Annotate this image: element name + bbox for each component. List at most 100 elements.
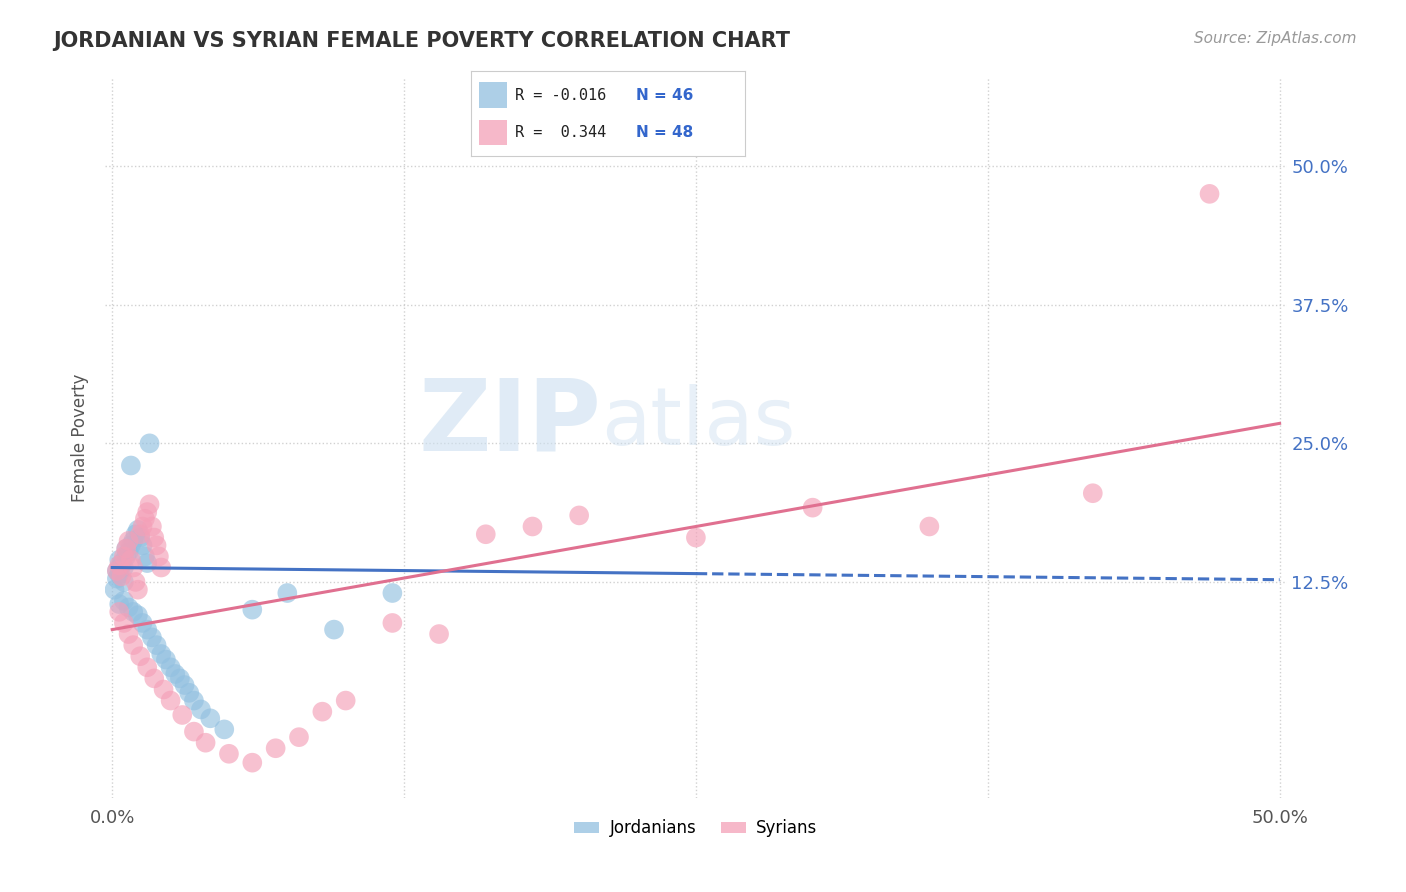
Point: [200, 711, 222, 725]
Point: [112, 574, 135, 589]
Point: [148, 549, 170, 564]
Bar: [479, 120, 506, 145]
Point: [169, 672, 191, 686]
Point: [145, 538, 167, 552]
Point: [131, 538, 153, 552]
Point: [474, 527, 496, 541]
Point: [105, 564, 128, 578]
Point: [131, 519, 153, 533]
Point: [129, 531, 152, 545]
Point: [120, 553, 142, 567]
Point: [685, 531, 707, 545]
Point: [103, 582, 125, 597]
Point: [127, 608, 149, 623]
Point: [381, 586, 404, 600]
Point: [136, 505, 159, 519]
Point: [276, 586, 298, 600]
Point: [150, 647, 173, 661]
Point: [159, 660, 181, 674]
Point: [218, 747, 240, 761]
Point: [141, 519, 163, 533]
Point: [112, 549, 135, 564]
Point: [110, 556, 132, 570]
Y-axis label: Female Poverty: Female Poverty: [72, 374, 89, 502]
Point: [136, 623, 159, 637]
Text: R = -0.016: R = -0.016: [515, 87, 606, 103]
Point: [335, 693, 357, 707]
Point: [311, 705, 333, 719]
Point: [131, 615, 153, 630]
Point: [568, 508, 591, 523]
Point: [112, 594, 135, 608]
Point: [172, 708, 194, 723]
Point: [159, 693, 181, 707]
Text: JORDANIAN VS SYRIAN FEMALE POVERTY CORRELATION CHART: JORDANIAN VS SYRIAN FEMALE POVERTY CORRE…: [53, 31, 790, 51]
Point: [240, 756, 263, 770]
Point: [134, 512, 156, 526]
Point: [120, 538, 142, 552]
Point: [143, 672, 166, 686]
Point: [141, 631, 163, 645]
Point: [117, 600, 139, 615]
Point: [129, 649, 152, 664]
Text: ZIP: ZIP: [419, 375, 602, 472]
Point: [1198, 186, 1220, 201]
Text: N = 46: N = 46: [636, 87, 693, 103]
Point: [801, 500, 824, 515]
Point: [108, 567, 131, 582]
Bar: [479, 82, 506, 108]
Legend: Jordanians, Syrians: Jordanians, Syrians: [568, 813, 824, 844]
Point: [155, 652, 177, 666]
Text: N = 48: N = 48: [636, 125, 693, 140]
Point: [427, 627, 450, 641]
Point: [194, 736, 217, 750]
Point: [122, 605, 145, 619]
Point: [108, 597, 131, 611]
Point: [122, 560, 145, 574]
Point: [165, 667, 187, 681]
Point: [112, 560, 135, 574]
Point: [240, 602, 263, 616]
Point: [152, 682, 174, 697]
Point: [110, 558, 132, 573]
Point: [918, 519, 941, 533]
Point: [214, 723, 236, 737]
Point: [134, 549, 156, 564]
Point: [120, 458, 142, 473]
Point: [117, 627, 139, 641]
Point: [108, 605, 131, 619]
Point: [264, 741, 287, 756]
Point: [115, 541, 138, 556]
Point: [183, 693, 205, 707]
Point: [108, 558, 131, 573]
Point: [124, 574, 146, 589]
Point: [145, 638, 167, 652]
Point: [522, 519, 544, 533]
Point: [136, 556, 159, 570]
Point: [381, 615, 404, 630]
Point: [173, 678, 195, 692]
Text: R =  0.344: R = 0.344: [515, 125, 606, 140]
Point: [108, 553, 131, 567]
Point: [183, 724, 205, 739]
Point: [122, 533, 145, 548]
Point: [138, 497, 160, 511]
Point: [115, 549, 138, 564]
Point: [115, 541, 138, 556]
Point: [143, 531, 166, 545]
Point: [110, 569, 132, 583]
Point: [323, 623, 346, 637]
Point: [288, 730, 311, 744]
Point: [136, 660, 159, 674]
Point: [117, 545, 139, 559]
Point: [190, 702, 212, 716]
Point: [127, 582, 149, 597]
Point: [122, 638, 145, 652]
Text: Source: ZipAtlas.com: Source: ZipAtlas.com: [1194, 31, 1357, 46]
Point: [105, 572, 128, 586]
Point: [179, 686, 201, 700]
Point: [105, 564, 128, 578]
Point: [117, 533, 139, 548]
Point: [124, 527, 146, 541]
Text: atlas: atlas: [602, 384, 796, 462]
